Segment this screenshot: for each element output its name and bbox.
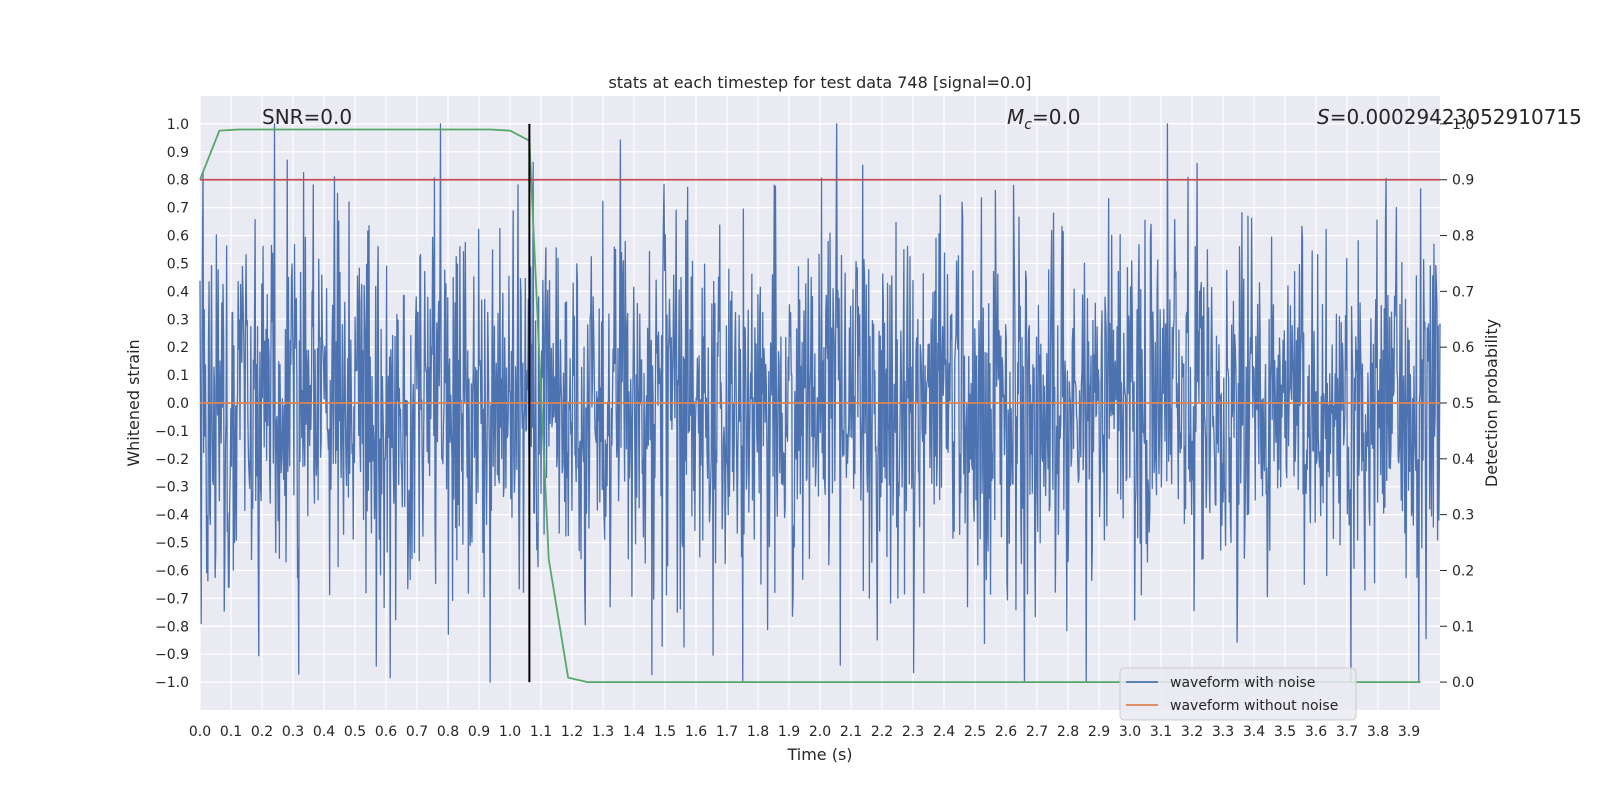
legend-label: waveform without noise	[1170, 698, 1338, 714]
y-tick-label: −0.6	[155, 563, 189, 579]
right-y-tick-label: 0.1	[1452, 619, 1474, 635]
right-y-tick-label: 0.5	[1452, 396, 1474, 412]
y-tick-label: −0.3	[155, 480, 189, 496]
y-axis-label: Whitened strain	[124, 339, 143, 466]
y-tick-label: 1.0	[167, 117, 189, 133]
x-tick-label: 2.8	[1057, 724, 1079, 740]
x-tick-label: 3.4	[1243, 724, 1265, 740]
x-tick-label: 1.0	[499, 724, 521, 740]
x-axis-label: Time (s)	[786, 745, 852, 764]
x-tick-labels: 0.0 0.1 0.2 0.3 0.4 0.5 0.6 0.7 0.8 0.9 1.0 1.1 1.2 1…	[189, 724, 1420, 740]
x-tick-label: 1.7	[716, 724, 738, 740]
y-tick-label: 0.5	[167, 256, 189, 272]
x-tick-label: 1.2	[561, 724, 583, 740]
x-tick-label: 3.9	[1398, 724, 1420, 740]
right-y-tick-label: 0.0	[1452, 675, 1474, 691]
s-symbol: S	[1317, 105, 1330, 129]
y-tick-label: 0.8	[167, 173, 189, 189]
x-tick-label: 3.7	[1336, 724, 1358, 740]
x-tick-label: 1.5	[654, 724, 676, 740]
legend-box	[1119, 667, 1357, 721]
x-tick-label: 3.6	[1305, 724, 1327, 740]
right-y-tick-label: 0.7	[1452, 284, 1474, 300]
x-tick-label: 1.1	[530, 724, 552, 740]
right-y-tick-label: 0.6	[1452, 340, 1474, 356]
snr-annotation: SNR=0.0	[262, 105, 352, 129]
s-value: =0.00029423052910715	[1330, 105, 1582, 129]
chirp-mass-subscript: c	[1024, 117, 1032, 133]
y-tick-labels: 1.0 0.9 0.8 0.7 0.6 0.5 0.4 0.3 0.2 0.1 0.0 −0.1 −0.…	[155, 117, 189, 691]
y-tick-label: −0.8	[155, 619, 189, 635]
y-tick-label: −1.0	[155, 675, 189, 691]
x-tick-label: 0.7	[406, 724, 428, 740]
right-y-tick-label: 0.3	[1452, 508, 1474, 524]
legend-label: waveform with noise	[1170, 675, 1315, 691]
y-tick-label: 0.0	[167, 396, 189, 412]
x-tick-label: 3.3	[1212, 724, 1234, 740]
x-tick-label: 2.1	[840, 724, 862, 740]
x-tick-label: 3.1	[1150, 724, 1172, 740]
legend: waveform with noise waveform without nois…	[1119, 667, 1357, 721]
x-tick-label: 0.9	[468, 724, 490, 740]
x-tick-label: 1.6	[685, 724, 707, 740]
y-tick-label: 0.3	[167, 312, 189, 328]
x-tick-label: 3.0	[1119, 724, 1141, 740]
y-tick-label: −0.7	[155, 591, 189, 607]
x-tick-label: 0.4	[313, 724, 335, 740]
x-tick-label: 0.6	[375, 724, 397, 740]
x-tick-label: 2.5	[964, 724, 986, 740]
chart-title: stats at each timestep for test data 748…	[608, 73, 1031, 92]
x-tick-label: 0.2	[251, 724, 273, 740]
right-y-axis-label: Detection probability	[1482, 319, 1501, 487]
x-tick-label: 0.0	[189, 724, 211, 740]
y-tick-label: 0.2	[167, 340, 189, 356]
y-tick-label: 0.4	[167, 284, 189, 300]
y-tick-label: −0.5	[155, 536, 189, 552]
x-tick-label: 2.7	[1026, 724, 1048, 740]
right-y-tick-label: 0.2	[1452, 563, 1474, 579]
x-tick-label: 2.0	[809, 724, 831, 740]
y-tick-label: −0.2	[155, 452, 189, 468]
x-tick-label: 1.3	[592, 724, 614, 740]
y-tick-label: 0.7	[167, 201, 189, 217]
x-tick-label: 3.5	[1274, 724, 1296, 740]
x-tick-label: 0.1	[220, 724, 242, 740]
s-annotation: S=0.00029423052910715	[1317, 105, 1582, 129]
x-tick-label: 0.3	[282, 724, 304, 740]
right-y-tick-label: 0.8	[1452, 229, 1474, 245]
y-tick-label: 0.1	[167, 368, 189, 384]
chirp-mass-annotation: Mc=0.0	[1007, 105, 1081, 133]
x-tick-label: 3.2	[1181, 724, 1203, 740]
series-layer	[199, 123, 1441, 683]
x-tick-label: 1.8	[747, 724, 769, 740]
right-y-tick-label: 1.0	[1452, 117, 1474, 133]
x-tick-label: 1.4	[623, 724, 645, 740]
x-tick-label: 0.8	[437, 724, 459, 740]
y-tick-label: 0.6	[167, 229, 189, 245]
x-tick-label: 1.9	[778, 724, 800, 740]
y-tick-label: −0.9	[155, 647, 189, 663]
chirp-mass-symbol: M	[1007, 105, 1024, 129]
right-y-tick-labels: 1.0 0.9 0.8 0.7 0.6 0.5 0.4 0.3 0.2 0.1 0.0	[1440, 117, 1474, 691]
right-y-tick-label: 0.4	[1452, 452, 1474, 468]
x-tick-label: 0.5	[344, 724, 366, 740]
y-tick-label: −0.1	[155, 424, 189, 440]
x-tick-label: 2.9	[1088, 724, 1110, 740]
x-tick-label: 3.8	[1367, 724, 1389, 740]
right-y-tick-label: 0.9	[1452, 173, 1474, 189]
x-tick-label: 2.3	[902, 724, 924, 740]
x-tick-label: 2.6	[995, 724, 1017, 740]
x-tick-label: 2.2	[871, 724, 893, 740]
y-tick-label: −0.4	[155, 508, 189, 524]
x-tick-label: 2.4	[933, 724, 955, 740]
y-tick-label: 0.9	[167, 145, 189, 161]
chirp-mass-value: =0.0	[1032, 105, 1081, 129]
